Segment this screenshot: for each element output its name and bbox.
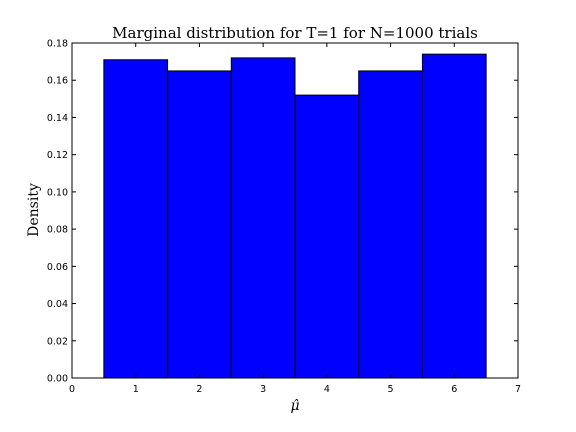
plot-frame [71, 42, 519, 379]
x-tick-label: 5 [388, 384, 394, 395]
x-tick-label: 4 [324, 384, 330, 395]
y-tick-label: 0.06 [47, 262, 68, 273]
y-tick-label: 0.02 [47, 336, 68, 347]
x-tick-label: 2 [196, 384, 202, 395]
bar-6 [421, 53, 487, 379]
x-tick-label: 6 [451, 384, 457, 395]
y-axis-ticks: 0.00 0.02 0.04 0.06 0.08 0.10 0.12 0.14 0.16 0.18 [47, 39, 518, 385]
bars-group [103, 53, 487, 379]
bar-1 [103, 59, 169, 379]
bar-4 [294, 94, 360, 379]
x-tick-label: 0 [69, 384, 75, 395]
y-axis-label: Density [26, 183, 42, 237]
bar-2 [167, 70, 232, 379]
bar-3 [230, 57, 296, 379]
y-tick-label: 0.14 [47, 113, 68, 124]
x-tick-label: 1 [133, 384, 139, 395]
x-axis-label: μ̂ [290, 398, 299, 414]
y-tick-label: 0.12 [47, 150, 68, 161]
x-axis-ticks: 0 1 2 3 4 5 6 7 [69, 43, 521, 395]
bar-5 [358, 70, 423, 379]
y-tick-label: 0.08 [47, 225, 68, 236]
y-tick-label: 0.10 [47, 187, 68, 198]
y-tick-label: 0.04 [47, 299, 68, 310]
x-tick-label: 3 [260, 384, 266, 395]
y-tick-label: 0.18 [47, 39, 68, 50]
chart-title: Marginal distribution for T=1 for N=1000… [112, 24, 478, 42]
x-tick-label: 7 [515, 384, 521, 395]
y-tick-label: 0.16 [47, 76, 68, 87]
y-tick-label: 0.00 [47, 374, 68, 385]
